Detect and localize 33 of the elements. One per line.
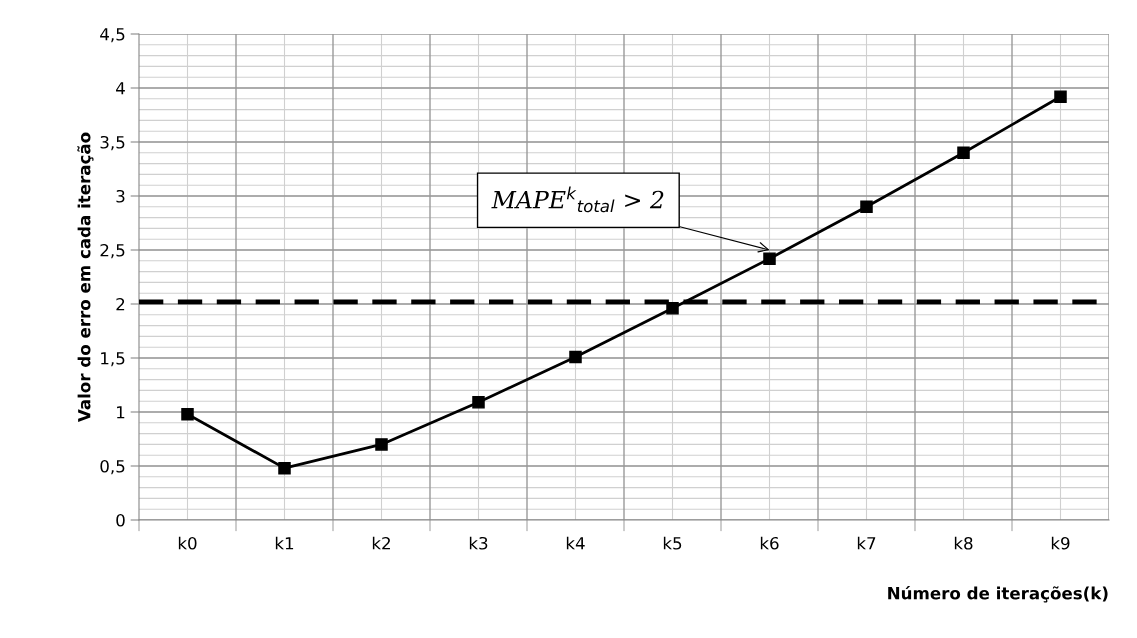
y-tick-label: 2,5 bbox=[100, 243, 125, 259]
x-tick-label: k5 bbox=[663, 536, 682, 550]
x-axis-title: Número de iterações(k) bbox=[888, 585, 1108, 603]
y-tick-label: 2 bbox=[116, 297, 125, 311]
point bbox=[763, 252, 776, 265]
annotation: MAPE$^{k}$$_{total}$ > 2 bbox=[491, 186, 664, 213]
point bbox=[1054, 90, 1067, 103]
point bbox=[569, 350, 582, 364]
y-tick-label: 3,5 bbox=[100, 135, 125, 151]
y-tick-label: 0,5 bbox=[100, 459, 125, 475]
y-tick-label: 4 bbox=[116, 82, 125, 95]
y-tick-label: 1,5 bbox=[101, 352, 125, 367]
y-tick-label: 3 bbox=[116, 189, 125, 203]
x-tick-label: k1 bbox=[275, 536, 294, 550]
y-tick-label: 4,5 bbox=[100, 28, 125, 43]
point bbox=[181, 407, 194, 421]
x-tick-label: k8 bbox=[954, 536, 973, 550]
x-tick-label: k2 bbox=[372, 536, 390, 550]
point bbox=[860, 200, 873, 214]
x-tick-label: k3 bbox=[469, 536, 488, 550]
x-tick-label: k9 bbox=[1051, 536, 1070, 550]
point bbox=[375, 438, 388, 451]
y-tick-label: 0 bbox=[116, 513, 125, 527]
y-tick-label: 1 bbox=[117, 406, 125, 419]
point bbox=[957, 146, 970, 160]
x-tick-label: k6 bbox=[760, 536, 779, 550]
point bbox=[472, 396, 485, 409]
x-tick-label: k7 bbox=[857, 536, 876, 550]
point bbox=[278, 461, 291, 475]
x-tick-label: k4 bbox=[566, 536, 585, 550]
y-axis-title: Valor do erro em cada iteração bbox=[77, 132, 94, 423]
x-tick-label: k0 bbox=[178, 536, 197, 550]
point bbox=[666, 302, 679, 315]
